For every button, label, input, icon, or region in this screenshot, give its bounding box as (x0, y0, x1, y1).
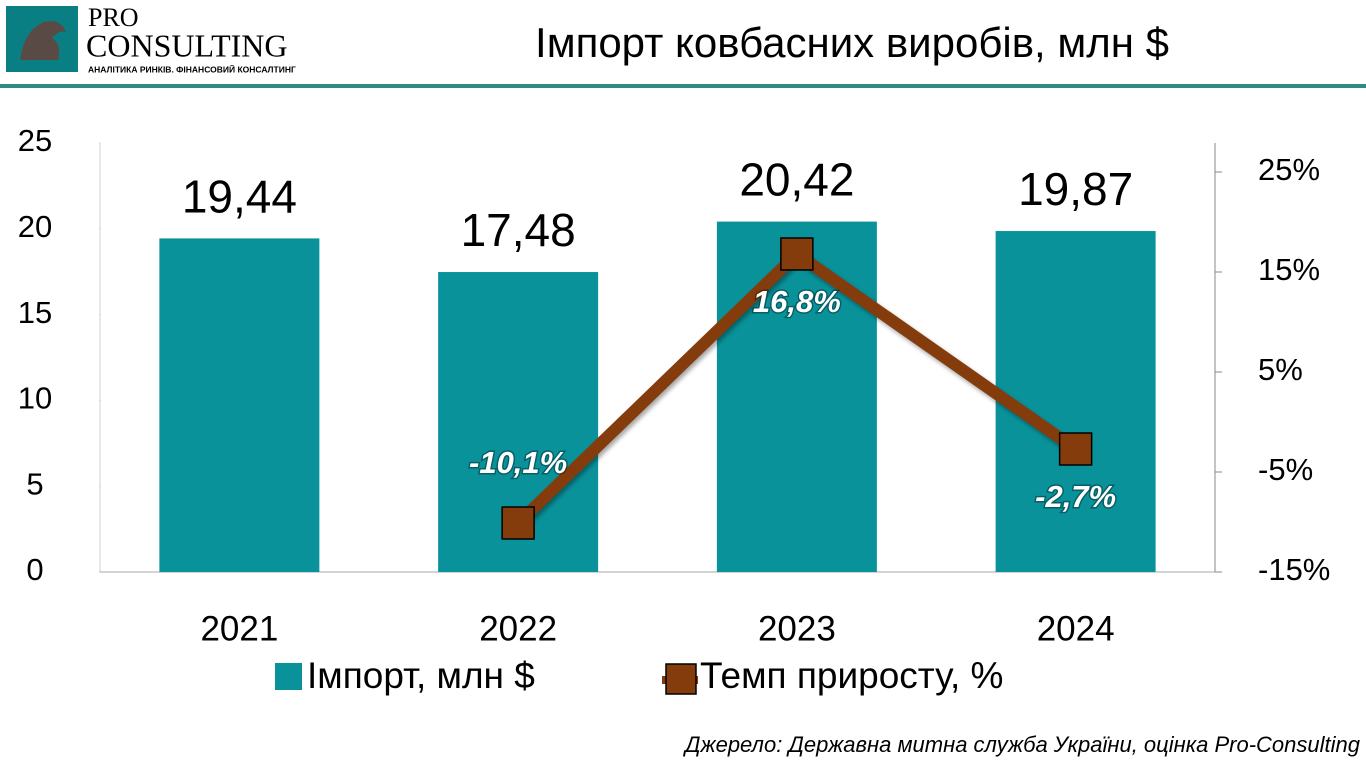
line-marker (1058, 432, 1093, 466)
y-tick-label: 25 (18, 123, 52, 158)
bar-value-label: 19,44 (182, 171, 297, 223)
line-value-label: -2,7% (1035, 479, 1116, 514)
bar (995, 231, 1156, 572)
chart-title: Імпорт ковбасних виробів, млн $ (535, 19, 1169, 66)
x-tick-label: 2021 (200, 609, 278, 648)
legend-swatch (275, 663, 302, 690)
bar-value-label: 17,48 (461, 204, 576, 256)
logo-rhino (20, 21, 66, 60)
logo-name: CONSULTING (86, 27, 288, 63)
x-tick-label: 2023 (758, 609, 836, 648)
line-marker (780, 237, 814, 271)
y2-tick-label: -5% (1258, 452, 1313, 487)
y-tick-label: 5 (26, 466, 43, 501)
y-tick-label: 10 (18, 381, 52, 416)
source: Джерело: Державна митна служба України, … (682, 732, 1361, 757)
line-marker (501, 506, 535, 540)
x-tick-label: 2022 (479, 609, 557, 648)
legend-swatch-marker (665, 663, 697, 695)
bar (716, 221, 877, 572)
y-tick-label: 15 (18, 295, 52, 330)
y2-tick-label: 25% (1258, 152, 1320, 187)
logo-top: PRO (88, 3, 139, 32)
bar-value-label: 20,42 (739, 154, 854, 206)
line-value-label: -10,1% (469, 445, 567, 480)
y2-tick-label: 5% (1258, 352, 1303, 387)
bar-value-label: 19,87 (1018, 163, 1133, 215)
bar (159, 238, 320, 572)
header-rule (0, 84, 1366, 88)
legend-label: Імпорт, млн $ (307, 655, 535, 696)
logo: PRO CONSULTING АНАЛІТИКА РИНКІВ. ФІНАНСО… (6, 3, 296, 74)
legend-label: Темп приросту, % (700, 655, 1003, 696)
y2-tick-label: 15% (1258, 252, 1320, 287)
y-tick-label: 20 (18, 209, 52, 244)
logo-tagline: АНАЛІТИКА РИНКІВ. ФІНАНСОВИЙ КОНСАЛТИНГ (88, 63, 296, 74)
y2-tick-label: -15% (1258, 552, 1330, 587)
x-tick-label: 2024 (1037, 609, 1115, 648)
y-tick-label: 0 (26, 552, 43, 587)
line-value-label: 16,8% (753, 284, 841, 319)
